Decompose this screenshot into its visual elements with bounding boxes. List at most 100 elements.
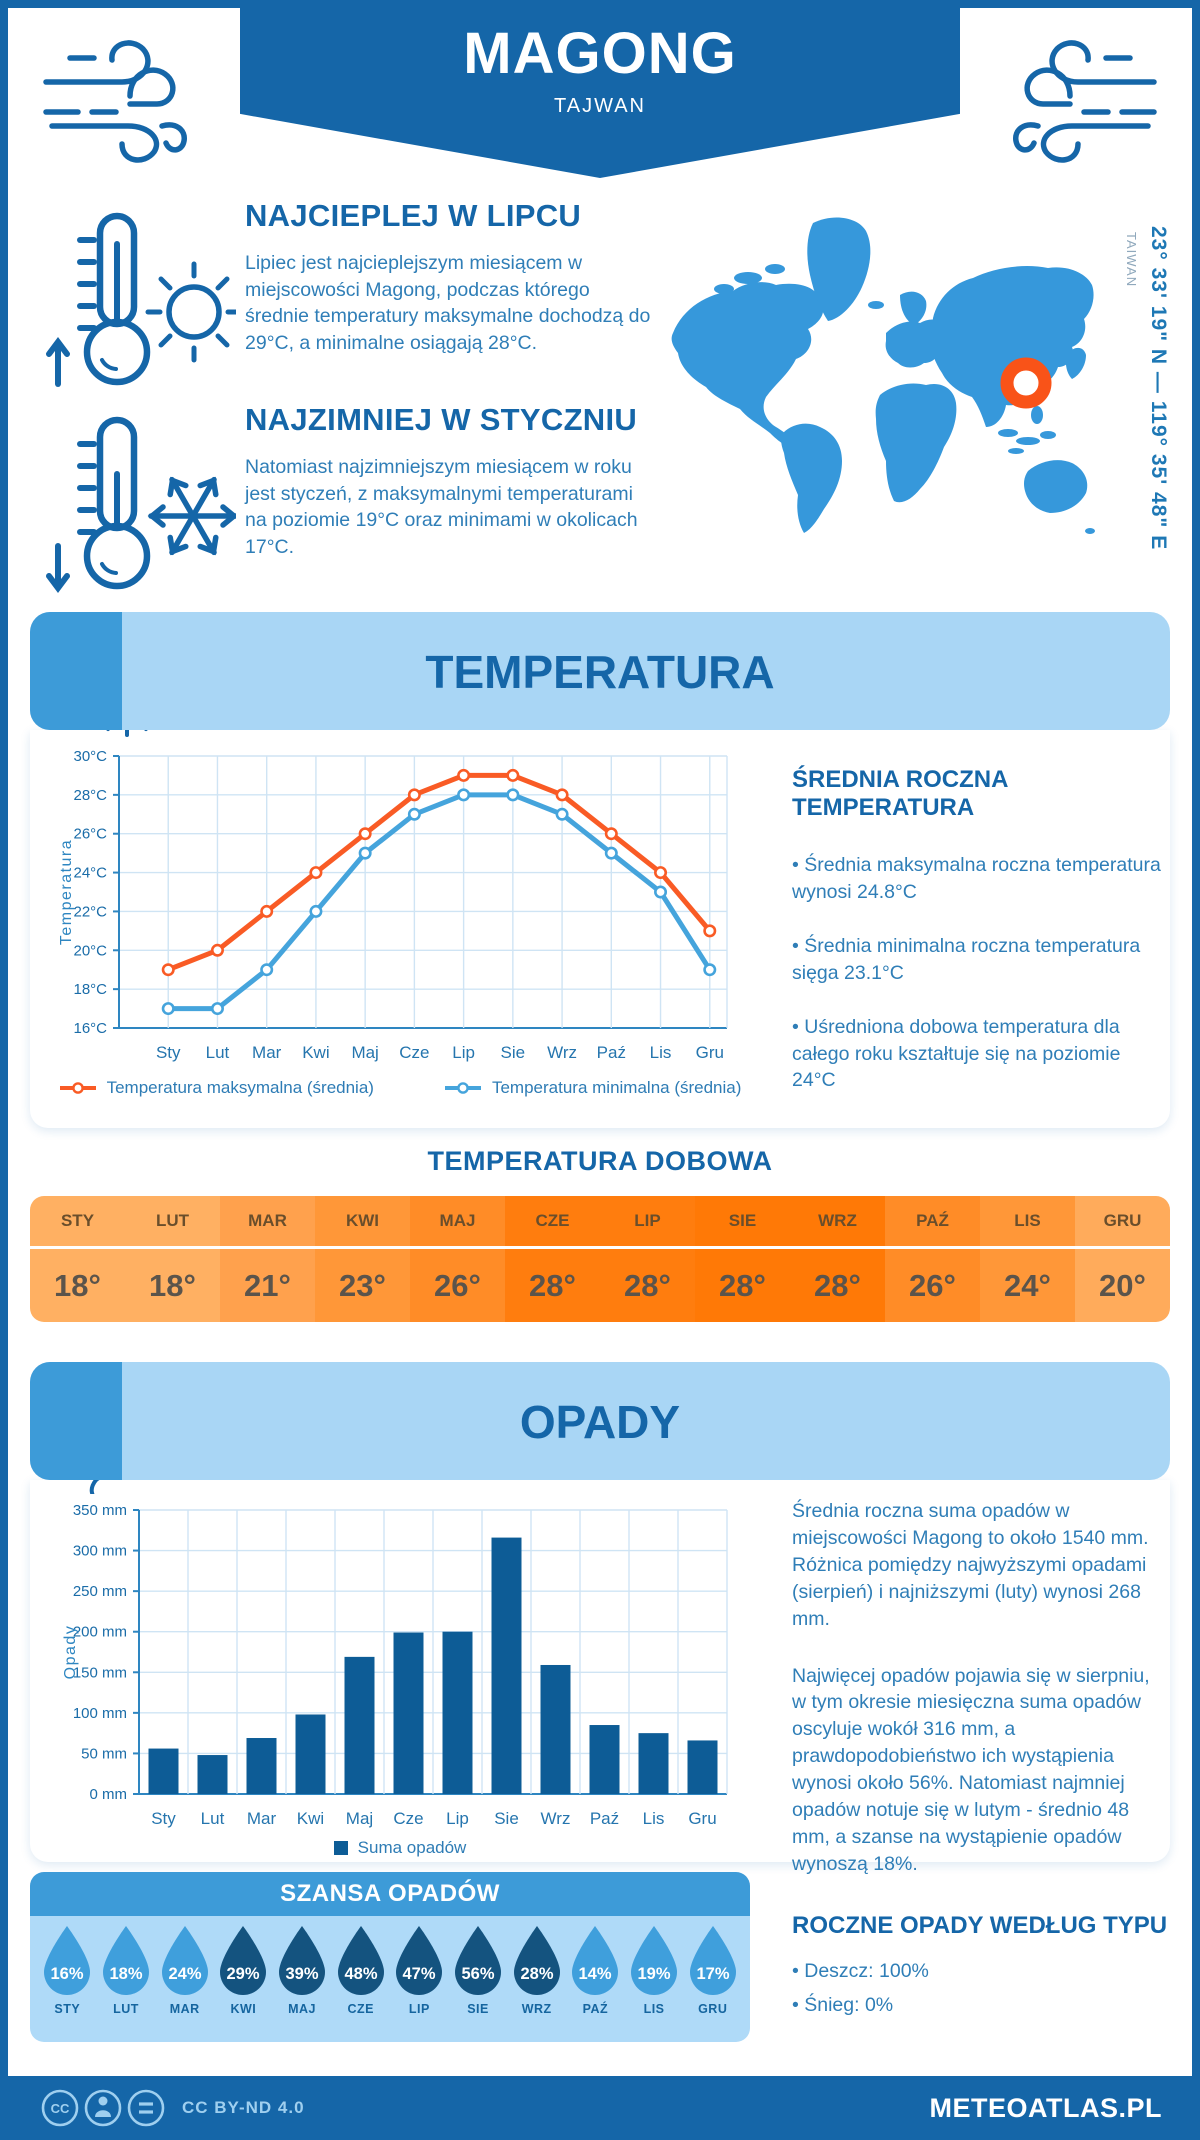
raindrop-icon: 14% — [572, 1926, 619, 1995]
rain-chance-item: 39% MAJ — [273, 1924, 332, 2042]
rain-chance-item: 56% SIE — [449, 1924, 508, 2042]
rain-chance-month: GRU — [698, 2002, 728, 2016]
raindrop-icon: 47% — [396, 1926, 443, 1995]
rain-chance-item: 18% LUT — [97, 1924, 156, 2042]
svg-text:Cze: Cze — [399, 1043, 429, 1062]
temperature-section-banner: TEMPERATURA — [30, 612, 1170, 730]
svg-text:0 mm: 0 mm — [90, 1786, 128, 1803]
page-subtitle: TAJWAN — [554, 95, 646, 117]
daily-temp-value: 18° — [54, 1267, 101, 1303]
svg-text:18%: 18% — [109, 1965, 142, 1983]
svg-text:Maj: Maj — [346, 1809, 373, 1828]
wind-icon — [32, 22, 204, 172]
rain-chance-month: MAR — [169, 2002, 200, 2016]
location-marker-icon — [1000, 357, 1052, 409]
sun-icon — [145, 261, 243, 363]
daily-temp-cell: CZE 28° — [505, 1196, 600, 1322]
rain-chance-item: 48% CZE — [331, 1924, 390, 2042]
raindrop-icon: 16% — [44, 1926, 91, 1995]
rain-chance-item: 17% GRU — [683, 1924, 742, 2042]
svg-text:30°C: 30°C — [73, 748, 107, 765]
daily-temp-value: 28° — [624, 1267, 671, 1303]
svg-text:26°C: 26°C — [73, 826, 107, 843]
svg-text:22°C: 22°C — [73, 903, 107, 920]
daily-temp-cell: LIP 28° — [600, 1196, 695, 1322]
svg-text:Wrz: Wrz — [547, 1043, 577, 1062]
legend-item: Temperatura maksymalna (średnia) — [59, 1078, 374, 1098]
svg-text:Cze: Cze — [393, 1809, 423, 1828]
svg-text:Lip: Lip — [452, 1043, 475, 1062]
legend-item: Temperatura minimalna (średnia) — [444, 1078, 741, 1098]
daily-temp-value: 28° — [719, 1267, 766, 1303]
rain-chance-month: LIS — [643, 2002, 665, 2016]
daily-temp-month: WRZ — [790, 1196, 885, 1249]
page-title: MAGONG — [463, 21, 737, 86]
svg-text:Kwi: Kwi — [302, 1043, 329, 1062]
daily-temp-cell: GRU 20° — [1075, 1196, 1170, 1322]
daily-temp-cell: KWI 23° — [315, 1196, 410, 1322]
svg-text:16%: 16% — [51, 1965, 84, 1983]
daily-temp-month: KWI — [315, 1196, 410, 1249]
svg-text:24%: 24% — [168, 1965, 201, 1983]
daily-temp-value: 26° — [909, 1267, 956, 1303]
svg-text:300 mm: 300 mm — [73, 1543, 127, 1560]
cc-license-icons: CC — [41, 2089, 165, 2127]
rain-chance-month: KWI — [230, 2002, 257, 2016]
annual-temperature-bullets: • Średnia maksymalna roczna temperatura … — [792, 852, 1168, 1094]
svg-text:Lut: Lut — [206, 1043, 230, 1062]
annual-bullet: • Średnia maksymalna roczna temperatura … — [792, 854, 1161, 903]
svg-text:Wrz: Wrz — [541, 1809, 571, 1828]
raindrop-icon: 29% — [220, 1926, 267, 1995]
svg-text:28°C: 28°C — [73, 787, 107, 804]
daily-temp-month: LIS — [980, 1196, 1075, 1249]
raindrop-icon: 48% — [337, 1926, 384, 1995]
precipitation-text-block: Średnia roczna suma opadów w miejscowośc… — [792, 1498, 1168, 2022]
raindrop-icon: 19% — [631, 1926, 678, 1995]
footer: CC CC BY-ND 4.0 METEOATLAS.PL — [0, 2076, 1200, 2140]
raindrop-icon: 17% — [689, 1926, 736, 1995]
raindrop-icon: 28% — [513, 1926, 560, 1995]
rain-chance-item: 47% LIP — [390, 1924, 449, 2042]
rain-chance-month: LIP — [408, 2002, 430, 2016]
svg-text:350 mm: 350 mm — [73, 1502, 127, 1519]
raindrop-icon: 56% — [455, 1926, 502, 1995]
svg-text:Paź: Paź — [597, 1043, 626, 1062]
daily-temperature-heading: TEMPERATURA DOBOWA — [427, 1146, 773, 1176]
temperature-card — [30, 730, 1170, 1128]
precip-type-bullets: • Deszcz: 100% • Śnieg: 0% — [792, 1954, 1168, 2022]
temp-legend: Temperatura maksymalna (średnia) Temperat… — [55, 1078, 745, 1098]
svg-text:16°C: 16°C — [73, 1020, 107, 1037]
svg-text:Sty: Sty — [156, 1043, 181, 1062]
daily-temp-value: 26° — [434, 1267, 481, 1303]
daily-temp-cell: SIE 28° — [695, 1196, 790, 1322]
daily-temp-month: CZE — [505, 1196, 600, 1249]
banner-corner — [30, 612, 122, 730]
world-map — [648, 183, 1103, 563]
rain-chance-item: 28% WRZ — [507, 1924, 566, 2042]
svg-text:50 mm: 50 mm — [81, 1745, 127, 1762]
warmest-heading: NAJCIEPLEJ W LIPCU — [245, 198, 582, 233]
svg-text:Lis: Lis — [650, 1043, 672, 1062]
daily-temp-value: 23° — [339, 1267, 386, 1303]
svg-text:Opady: Opady — [62, 1625, 79, 1680]
legend-item: Suma opadów — [333, 1838, 466, 1858]
precipitation-section-banner: OPADY — [30, 1362, 1170, 1480]
rain-chance-month: LUT — [113, 2002, 139, 2016]
svg-text:48%: 48% — [344, 1965, 377, 1983]
svg-text:200 mm: 200 mm — [73, 1624, 127, 1641]
svg-text:Lis: Lis — [643, 1809, 665, 1828]
warmest-text: Lipiec jest najcieplejszym miesiącem w m… — [245, 252, 651, 354]
daily-temp-cell: MAJ 26° — [410, 1196, 505, 1322]
annual-temperature-heading: ŚREDNIA ROCZNA TEMPERATURA — [792, 766, 1008, 821]
daily-temp-month: MAR — [220, 1196, 315, 1249]
daily-temp-value: 20° — [1099, 1267, 1146, 1303]
svg-text:39%: 39% — [286, 1965, 319, 1983]
annual-bullet: • Uśredniona dobowa temperatura dla całe… — [792, 1015, 1121, 1092]
daily-temp-month: MAJ — [410, 1196, 505, 1249]
daily-temp-cell: MAR 21° — [220, 1196, 315, 1322]
rain-chance-item: 19% LIS — [625, 1924, 684, 2042]
svg-text:150 mm: 150 mm — [73, 1664, 127, 1681]
coordinates-country-label: TAIWAN — [1124, 232, 1139, 288]
daily-temp-table: STY 18° LUT 18° MAR 21° KWI 23° MAJ 26° CZE 28° LIP 2… — [30, 1196, 1170, 1322]
rain-chance-item: 14% PAŹ — [566, 1924, 625, 2042]
